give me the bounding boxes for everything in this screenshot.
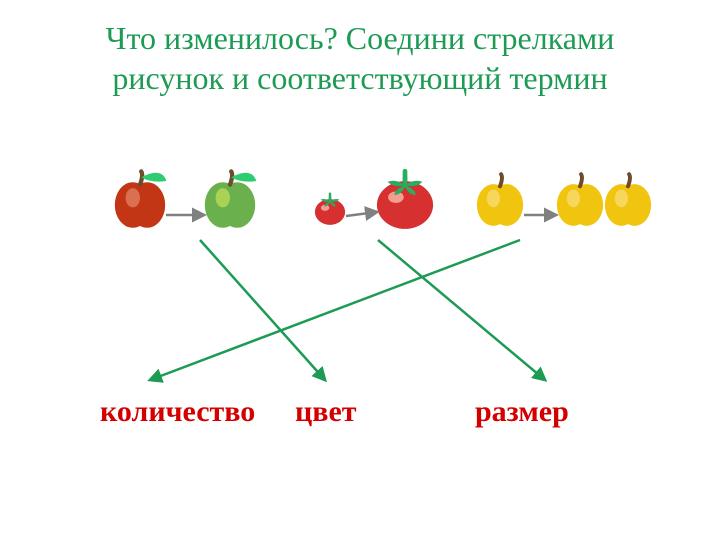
diagram-canvas <box>0 0 720 540</box>
label-quantity: количество <box>100 395 255 429</box>
label-size: размер <box>475 395 569 429</box>
group-size-arrow <box>346 212 377 216</box>
group-color-item-0 <box>115 171 167 227</box>
label-color: цвет <box>295 395 357 429</box>
group-quantity-item-0 <box>477 174 523 226</box>
group-quantity-item-1 <box>557 174 603 226</box>
group-color-item-1 <box>205 171 257 227</box>
group-size-item-1 <box>377 171 433 229</box>
group-quantity-item-2 <box>605 174 651 226</box>
group-size-item-0 <box>315 194 345 225</box>
match-arrow-0 <box>200 240 325 380</box>
match-arrow-2 <box>150 240 520 380</box>
